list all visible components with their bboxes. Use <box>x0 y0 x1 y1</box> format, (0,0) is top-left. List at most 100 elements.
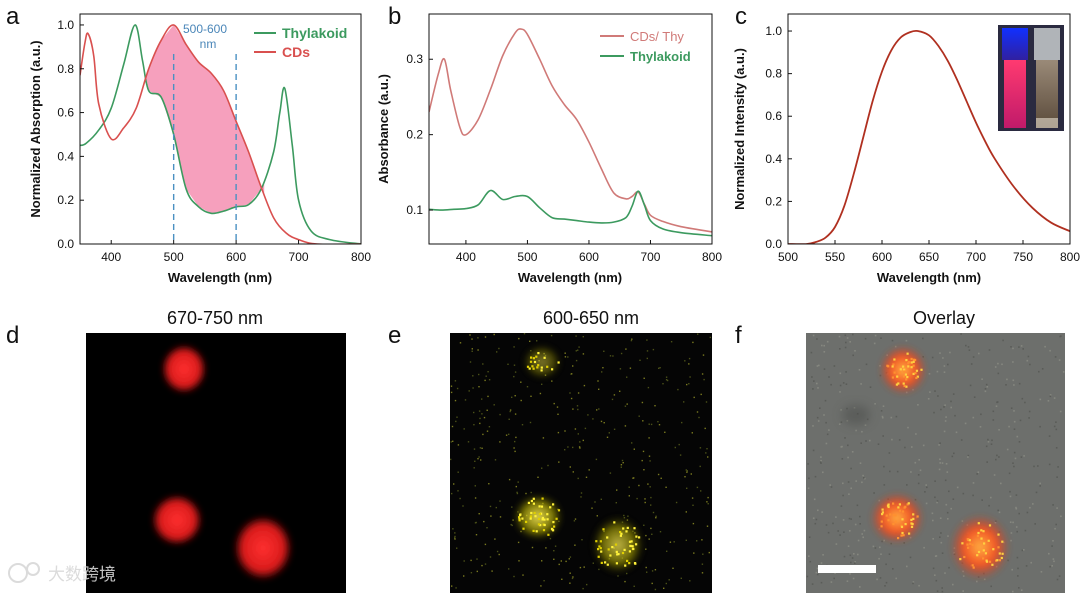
noise-dot <box>569 466 571 468</box>
noise-dot <box>509 409 512 411</box>
noise-dot <box>632 477 634 479</box>
speckle <box>880 525 883 528</box>
speckle <box>961 542 964 545</box>
speckle <box>996 559 999 562</box>
texture-dot <box>814 475 817 478</box>
texture-dot <box>862 536 864 539</box>
noise-dot <box>471 338 473 340</box>
texture-dot <box>839 534 841 536</box>
texture-dot <box>939 517 942 519</box>
noise-dot <box>664 431 666 433</box>
noise-dot <box>666 550 668 552</box>
noise-dot <box>678 443 680 446</box>
texture-dot <box>909 556 912 559</box>
noise-dot <box>553 550 555 552</box>
noise-dot <box>680 577 682 579</box>
speckle <box>518 519 521 522</box>
texture-dot <box>1001 363 1003 366</box>
texture-dot <box>819 461 822 463</box>
noise-dot <box>467 441 470 443</box>
noise-dot <box>545 547 547 549</box>
noise-dot <box>484 336 487 338</box>
noise-dot <box>484 379 486 382</box>
texture-dot <box>1054 527 1056 530</box>
texture-dot <box>918 459 920 461</box>
noise-dot <box>518 337 520 340</box>
texture-dot <box>821 344 823 347</box>
speckle <box>628 540 632 543</box>
legend-thylakoid: Thylakoid <box>282 25 347 41</box>
texture-dot <box>1051 545 1053 547</box>
noise-dot <box>654 569 657 571</box>
texture-dot <box>883 465 885 468</box>
texture-dot <box>941 587 943 589</box>
texture-dot <box>808 477 810 480</box>
noise-dot <box>651 570 654 572</box>
speckle <box>540 366 543 369</box>
noise-dot <box>603 422 605 424</box>
noise-dot <box>580 496 582 498</box>
speckle <box>891 365 894 368</box>
noise-dot <box>482 433 484 436</box>
texture-dot <box>850 561 852 564</box>
noise-dot <box>567 356 569 358</box>
texture-dot <box>825 524 828 526</box>
texture-dot <box>844 437 846 439</box>
texture-dot <box>997 372 1000 375</box>
speckle <box>528 367 531 370</box>
texture-dot <box>810 351 813 354</box>
speckle <box>977 550 981 554</box>
noise-dot <box>499 441 501 443</box>
noise-dot <box>459 497 461 500</box>
texture-dot <box>950 400 952 403</box>
speckle <box>532 529 535 532</box>
texture-dot <box>1016 556 1019 559</box>
texture-dot <box>955 431 958 434</box>
texture-dot <box>1009 490 1011 493</box>
texture-dot <box>808 536 811 538</box>
noise-dot <box>696 411 699 413</box>
texture-dot <box>816 338 818 340</box>
series-emission-line <box>788 29 1070 244</box>
panel-label-f: f <box>735 322 742 349</box>
noise-dot <box>499 516 502 518</box>
texture-dot <box>817 387 819 389</box>
speckle <box>628 562 631 565</box>
texture-dot <box>985 383 988 386</box>
texture-dot <box>1018 441 1021 443</box>
plot-frame-b <box>428 13 713 245</box>
plot-frame-a <box>79 13 362 245</box>
y-ticks-a: 0.0 0.2 0.4 0.6 0.8 1.0 <box>57 18 84 251</box>
noise-dot <box>572 471 574 473</box>
speckle <box>599 547 602 550</box>
noise-dot <box>472 387 474 389</box>
noise-dot <box>454 537 456 539</box>
texture-dot <box>990 443 993 445</box>
speckle <box>624 564 627 567</box>
x-axis-label-b: Wavelength (nm) <box>518 270 622 285</box>
speckle <box>914 358 917 362</box>
noise-dot <box>693 552 695 554</box>
scale-bar <box>818 565 876 573</box>
noise-dot <box>520 399 522 402</box>
texture-dot <box>922 337 924 340</box>
texture-dot <box>879 546 881 549</box>
noise-dot <box>475 521 477 524</box>
texture-dot <box>1056 507 1058 509</box>
speckle <box>634 562 637 565</box>
noise-dot <box>486 409 488 411</box>
speckle <box>534 515 537 518</box>
texture-dot <box>849 530 851 532</box>
speckle <box>911 523 914 526</box>
texture-dot <box>953 452 955 455</box>
noise-dot <box>686 470 688 472</box>
speckle <box>988 524 992 527</box>
speckle <box>908 532 911 535</box>
texture-dot <box>1016 435 1019 438</box>
noise-dot <box>582 439 584 442</box>
noise-dot <box>511 524 513 527</box>
noise-dot <box>626 403 628 405</box>
speckle <box>899 368 902 371</box>
texture-dot <box>840 421 843 423</box>
noise-dot <box>598 388 600 390</box>
